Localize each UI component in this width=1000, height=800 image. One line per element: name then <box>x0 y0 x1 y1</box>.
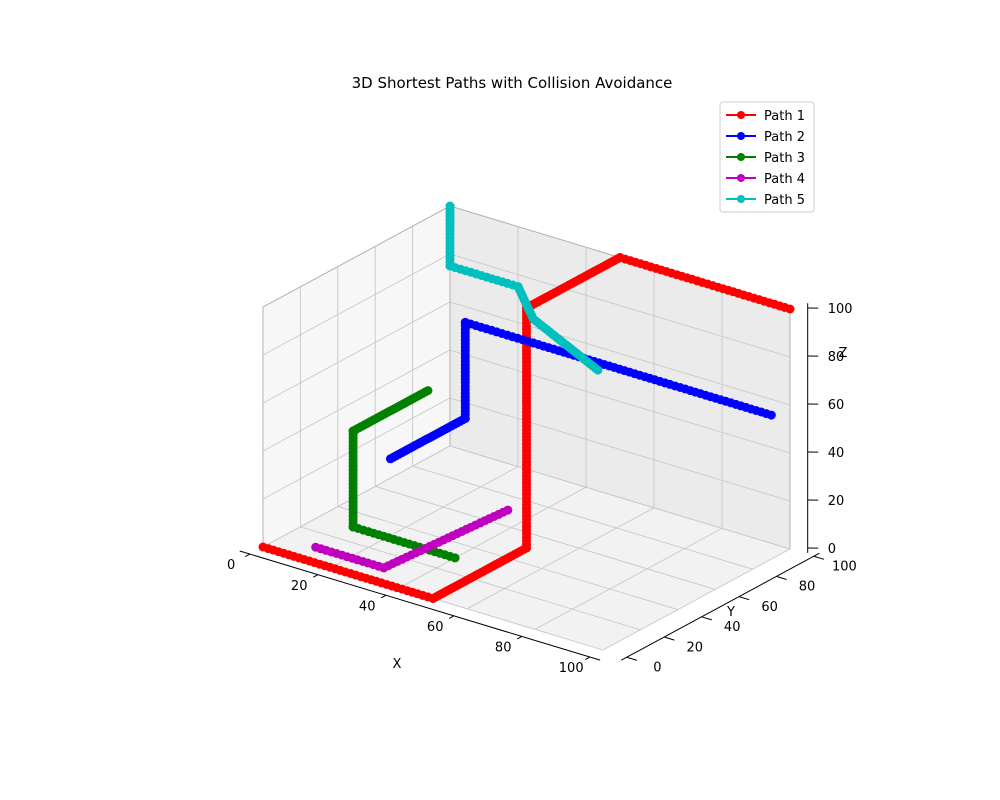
y-tick <box>813 555 825 560</box>
legend-label: Path 1 <box>764 109 805 124</box>
legend-label: Path 3 <box>764 151 805 166</box>
grid-line-y <box>412 226 753 570</box>
series-point <box>503 505 513 515</box>
grid-line-y <box>299 286 641 631</box>
legend-marker <box>737 132 745 140</box>
legend-label: Path 5 <box>764 193 805 208</box>
x-tick <box>244 553 251 558</box>
y-tick <box>776 575 787 580</box>
grid-line-y <box>337 266 678 611</box>
y-tick-label: 100 <box>832 560 857 575</box>
y-tick <box>701 616 712 621</box>
series-1 <box>258 253 795 603</box>
legend-label: Path 4 <box>764 172 805 187</box>
y-tick <box>738 596 750 601</box>
x-axis-line <box>239 550 601 661</box>
legend-marker <box>737 153 745 161</box>
z-tick-label: 40 <box>828 446 845 461</box>
x-tick <box>448 615 455 619</box>
series-point <box>766 410 776 420</box>
x-tick-label: 60 <box>427 620 444 635</box>
left-pane <box>263 206 450 547</box>
x-tick <box>312 574 319 578</box>
x-tick-label: 80 <box>495 641 512 656</box>
y-tick-label: 0 <box>653 661 661 676</box>
legend-marker <box>737 111 745 119</box>
legend-marker <box>737 195 745 203</box>
series-5 <box>445 201 603 375</box>
x-tick <box>584 656 591 661</box>
tick-labels: 0 0 0 20 20 20 40 40 40 60 60 60 80 80 80 100 100 100 <box>227 302 857 676</box>
y-axis-label: Y <box>726 605 735 620</box>
y-tick-label: 60 <box>761 600 778 615</box>
legend-marker <box>737 174 745 182</box>
z-tick-label: 20 <box>828 494 845 509</box>
y-tick-label: 40 <box>724 620 741 635</box>
series-point <box>593 365 603 375</box>
x-tick <box>516 636 523 640</box>
z-tick-label: 80 <box>828 350 845 365</box>
x-tick-label: 0 <box>227 558 235 573</box>
legend: Path 1 Path 2 Path 3 Path 4 Path 5 <box>719 101 815 213</box>
x-axis-label: X <box>393 657 402 672</box>
x-tick-label: 100 <box>559 661 584 676</box>
back-pane <box>450 206 790 549</box>
x-tick-label: 20 <box>291 579 308 594</box>
series-point <box>423 386 433 396</box>
z-tick-label: 0 <box>828 542 836 557</box>
data-series <box>258 201 795 603</box>
y-axis-line <box>620 552 820 661</box>
series-point <box>785 304 795 314</box>
y-tick <box>664 636 675 641</box>
z-axis-label: Z <box>839 346 848 361</box>
series-3 <box>348 386 460 563</box>
legend-box <box>719 101 815 213</box>
x-tick <box>380 594 387 599</box>
z-tick-label: 100 <box>828 302 853 317</box>
y-tick <box>626 656 638 661</box>
y-tick-label: 20 <box>687 640 704 655</box>
series-4 <box>311 505 513 573</box>
y-tick-label: 80 <box>799 580 816 595</box>
legend-label: Path 2 <box>764 130 805 145</box>
z-tick-label: 60 <box>828 398 845 413</box>
x-tick-label: 40 <box>359 599 376 614</box>
chart-title: 3D Shortest Paths with Collision Avoidan… <box>352 74 673 92</box>
grid-line-y <box>374 246 716 590</box>
